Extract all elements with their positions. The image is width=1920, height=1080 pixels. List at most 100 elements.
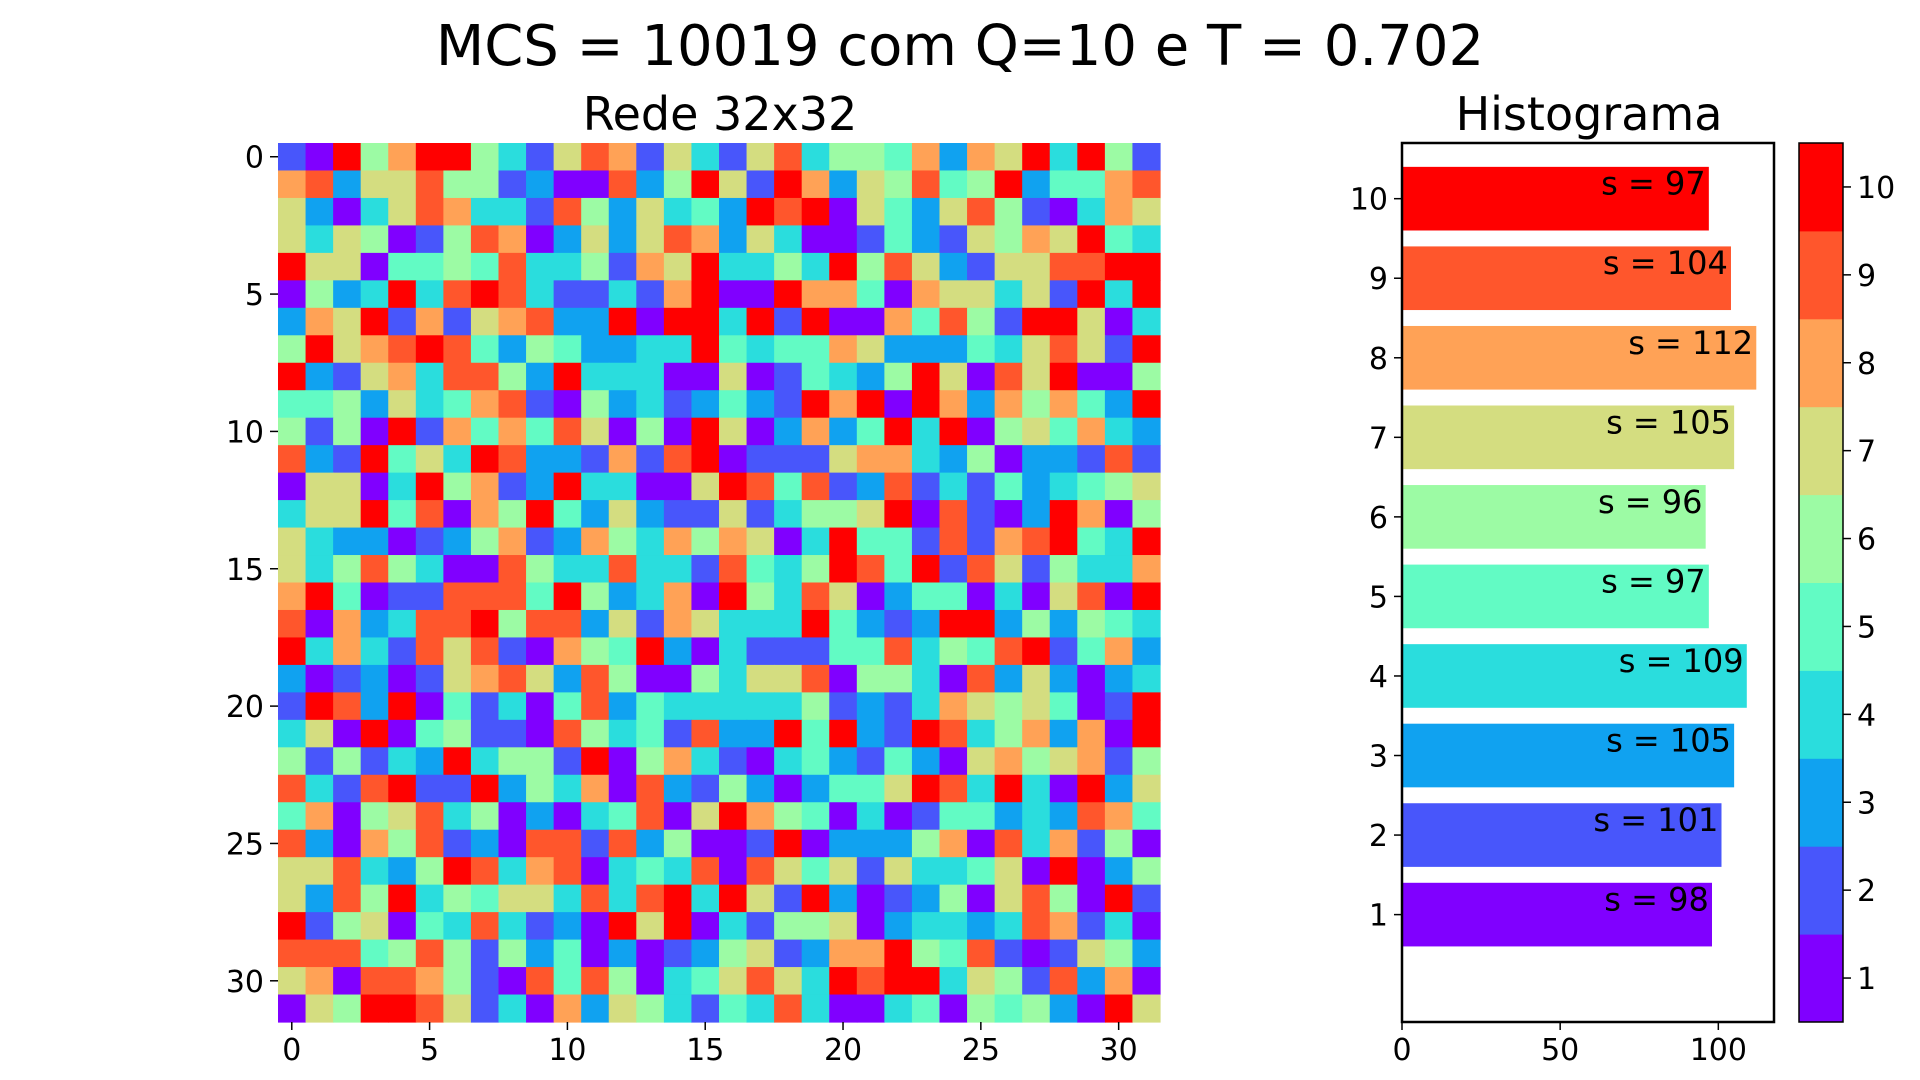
heatmap-cell	[1077, 252, 1106, 281]
heatmap-cell	[1022, 747, 1051, 776]
heatmap-cell	[415, 527, 444, 556]
heatmap-cell	[939, 582, 968, 611]
heatmap-cell	[470, 362, 500, 391]
heatmap-cell	[581, 143, 610, 172]
heatmap-cell	[1132, 555, 1161, 584]
heatmap-cell	[443, 884, 472, 913]
heatmap-cell	[774, 280, 803, 309]
colorbar-tick-label: 7	[1857, 435, 1876, 470]
heatmap-cell	[1049, 802, 1078, 831]
heatmap-cell	[801, 857, 830, 886]
heatmap-cell	[1049, 445, 1078, 474]
heatmap-cell	[1132, 582, 1161, 611]
heatmap-cell	[470, 582, 500, 611]
heatmap-cell	[691, 335, 720, 364]
heatmap-cell	[636, 252, 665, 281]
heatmap-cell	[581, 609, 610, 639]
heatmap-cell	[581, 692, 610, 721]
heatmap-cell	[774, 719, 803, 748]
heatmap-cell	[967, 912, 996, 941]
heatmap-cell	[526, 664, 555, 693]
heatmap-cell	[1022, 637, 1051, 666]
heatmap-cell	[663, 197, 693, 227]
heatmap-cell	[719, 417, 748, 446]
heatmap-cell	[856, 857, 885, 886]
heatmap-cell	[415, 802, 444, 831]
heatmap-cell	[333, 802, 362, 831]
heatmap-cell	[305, 719, 334, 748]
heatmap-cell	[1104, 857, 1134, 886]
heatmap-cell	[1077, 967, 1106, 996]
heatmap-cell	[939, 197, 968, 227]
heatmap-cell	[305, 829, 334, 858]
heatmap-cell	[608, 252, 637, 281]
heatmap-cell	[774, 197, 803, 227]
heatmap-cell	[278, 472, 307, 501]
heatmap-cell	[581, 912, 610, 941]
heatmap-cell	[1132, 252, 1161, 281]
heatmap-cell	[939, 252, 968, 281]
heatmap-cell	[553, 390, 582, 419]
heatmap-cell	[498, 884, 527, 913]
heatmap-cell	[443, 390, 472, 419]
heatmap-cell	[1022, 527, 1051, 556]
colorbar-ticks: 1 2 3 4 5 6 7 8 9 10	[1843, 171, 1895, 997]
heatmap-cell	[856, 692, 885, 721]
heatmap-cell	[1049, 829, 1078, 858]
heatmap-cell	[746, 967, 775, 996]
heatmap-cell	[967, 417, 996, 446]
heatmap-cell	[829, 170, 858, 199]
heatmap-cell	[994, 664, 1023, 693]
heatmap-cell	[581, 362, 610, 391]
heatmap-cell	[470, 609, 500, 639]
heatmap-cell	[608, 747, 637, 776]
heatmap-cell	[1022, 884, 1051, 913]
heatmap-cell	[967, 802, 996, 831]
heatmap-cell	[1104, 829, 1134, 858]
heatmap-cell	[1104, 582, 1134, 611]
heatmap-cell	[415, 362, 444, 391]
heatmap-cell	[994, 692, 1023, 721]
heatmap-cell	[939, 472, 968, 501]
heatmap-cell	[1022, 664, 1051, 693]
heatmap-cell	[939, 335, 968, 364]
heatmap-cell	[691, 967, 720, 996]
heatmap-cell	[388, 774, 417, 803]
heatmap-cell	[608, 802, 637, 831]
heatmap-cell	[1104, 555, 1134, 584]
heatmap-cell	[1132, 747, 1161, 776]
heatmap-cell	[884, 802, 913, 831]
heatmap-title: Rede 32x32	[583, 87, 858, 141]
heatmap-cell	[360, 197, 389, 227]
heatmap-cell	[1049, 994, 1078, 1023]
heatmap-cell	[526, 857, 555, 886]
histogram-bar	[1402, 246, 1731, 311]
heatmap-cell	[415, 252, 444, 281]
histogram-y-tick-label: 5	[1369, 580, 1388, 615]
heatmap-cell	[1049, 912, 1078, 941]
heatmap-cell	[388, 829, 417, 858]
heatmap-cell	[1049, 719, 1078, 748]
heatmap-cell	[360, 719, 389, 748]
heatmap-cell	[636, 417, 665, 446]
heatmap-cell	[498, 143, 527, 172]
heatmap-cell	[470, 692, 500, 721]
heatmap-cell	[1132, 609, 1161, 639]
heatmap-cell	[415, 555, 444, 584]
heatmap-cell	[774, 500, 803, 529]
heatmap-cell	[829, 774, 858, 803]
heatmap-cell	[746, 802, 775, 831]
heatmap-cell	[443, 225, 472, 254]
heatmap-cell	[526, 802, 555, 831]
heatmap-cell	[388, 609, 417, 639]
heatmap-cell	[498, 500, 527, 529]
heatmap-cell	[829, 280, 858, 309]
heatmap-cell	[801, 719, 830, 748]
heatmap-cell	[415, 417, 444, 446]
heatmap-cell	[1077, 582, 1106, 611]
heatmap-cell	[774, 390, 803, 419]
heatmap-cell	[360, 225, 389, 254]
heatmap-cell	[305, 555, 334, 584]
heatmap-cell	[388, 912, 417, 941]
